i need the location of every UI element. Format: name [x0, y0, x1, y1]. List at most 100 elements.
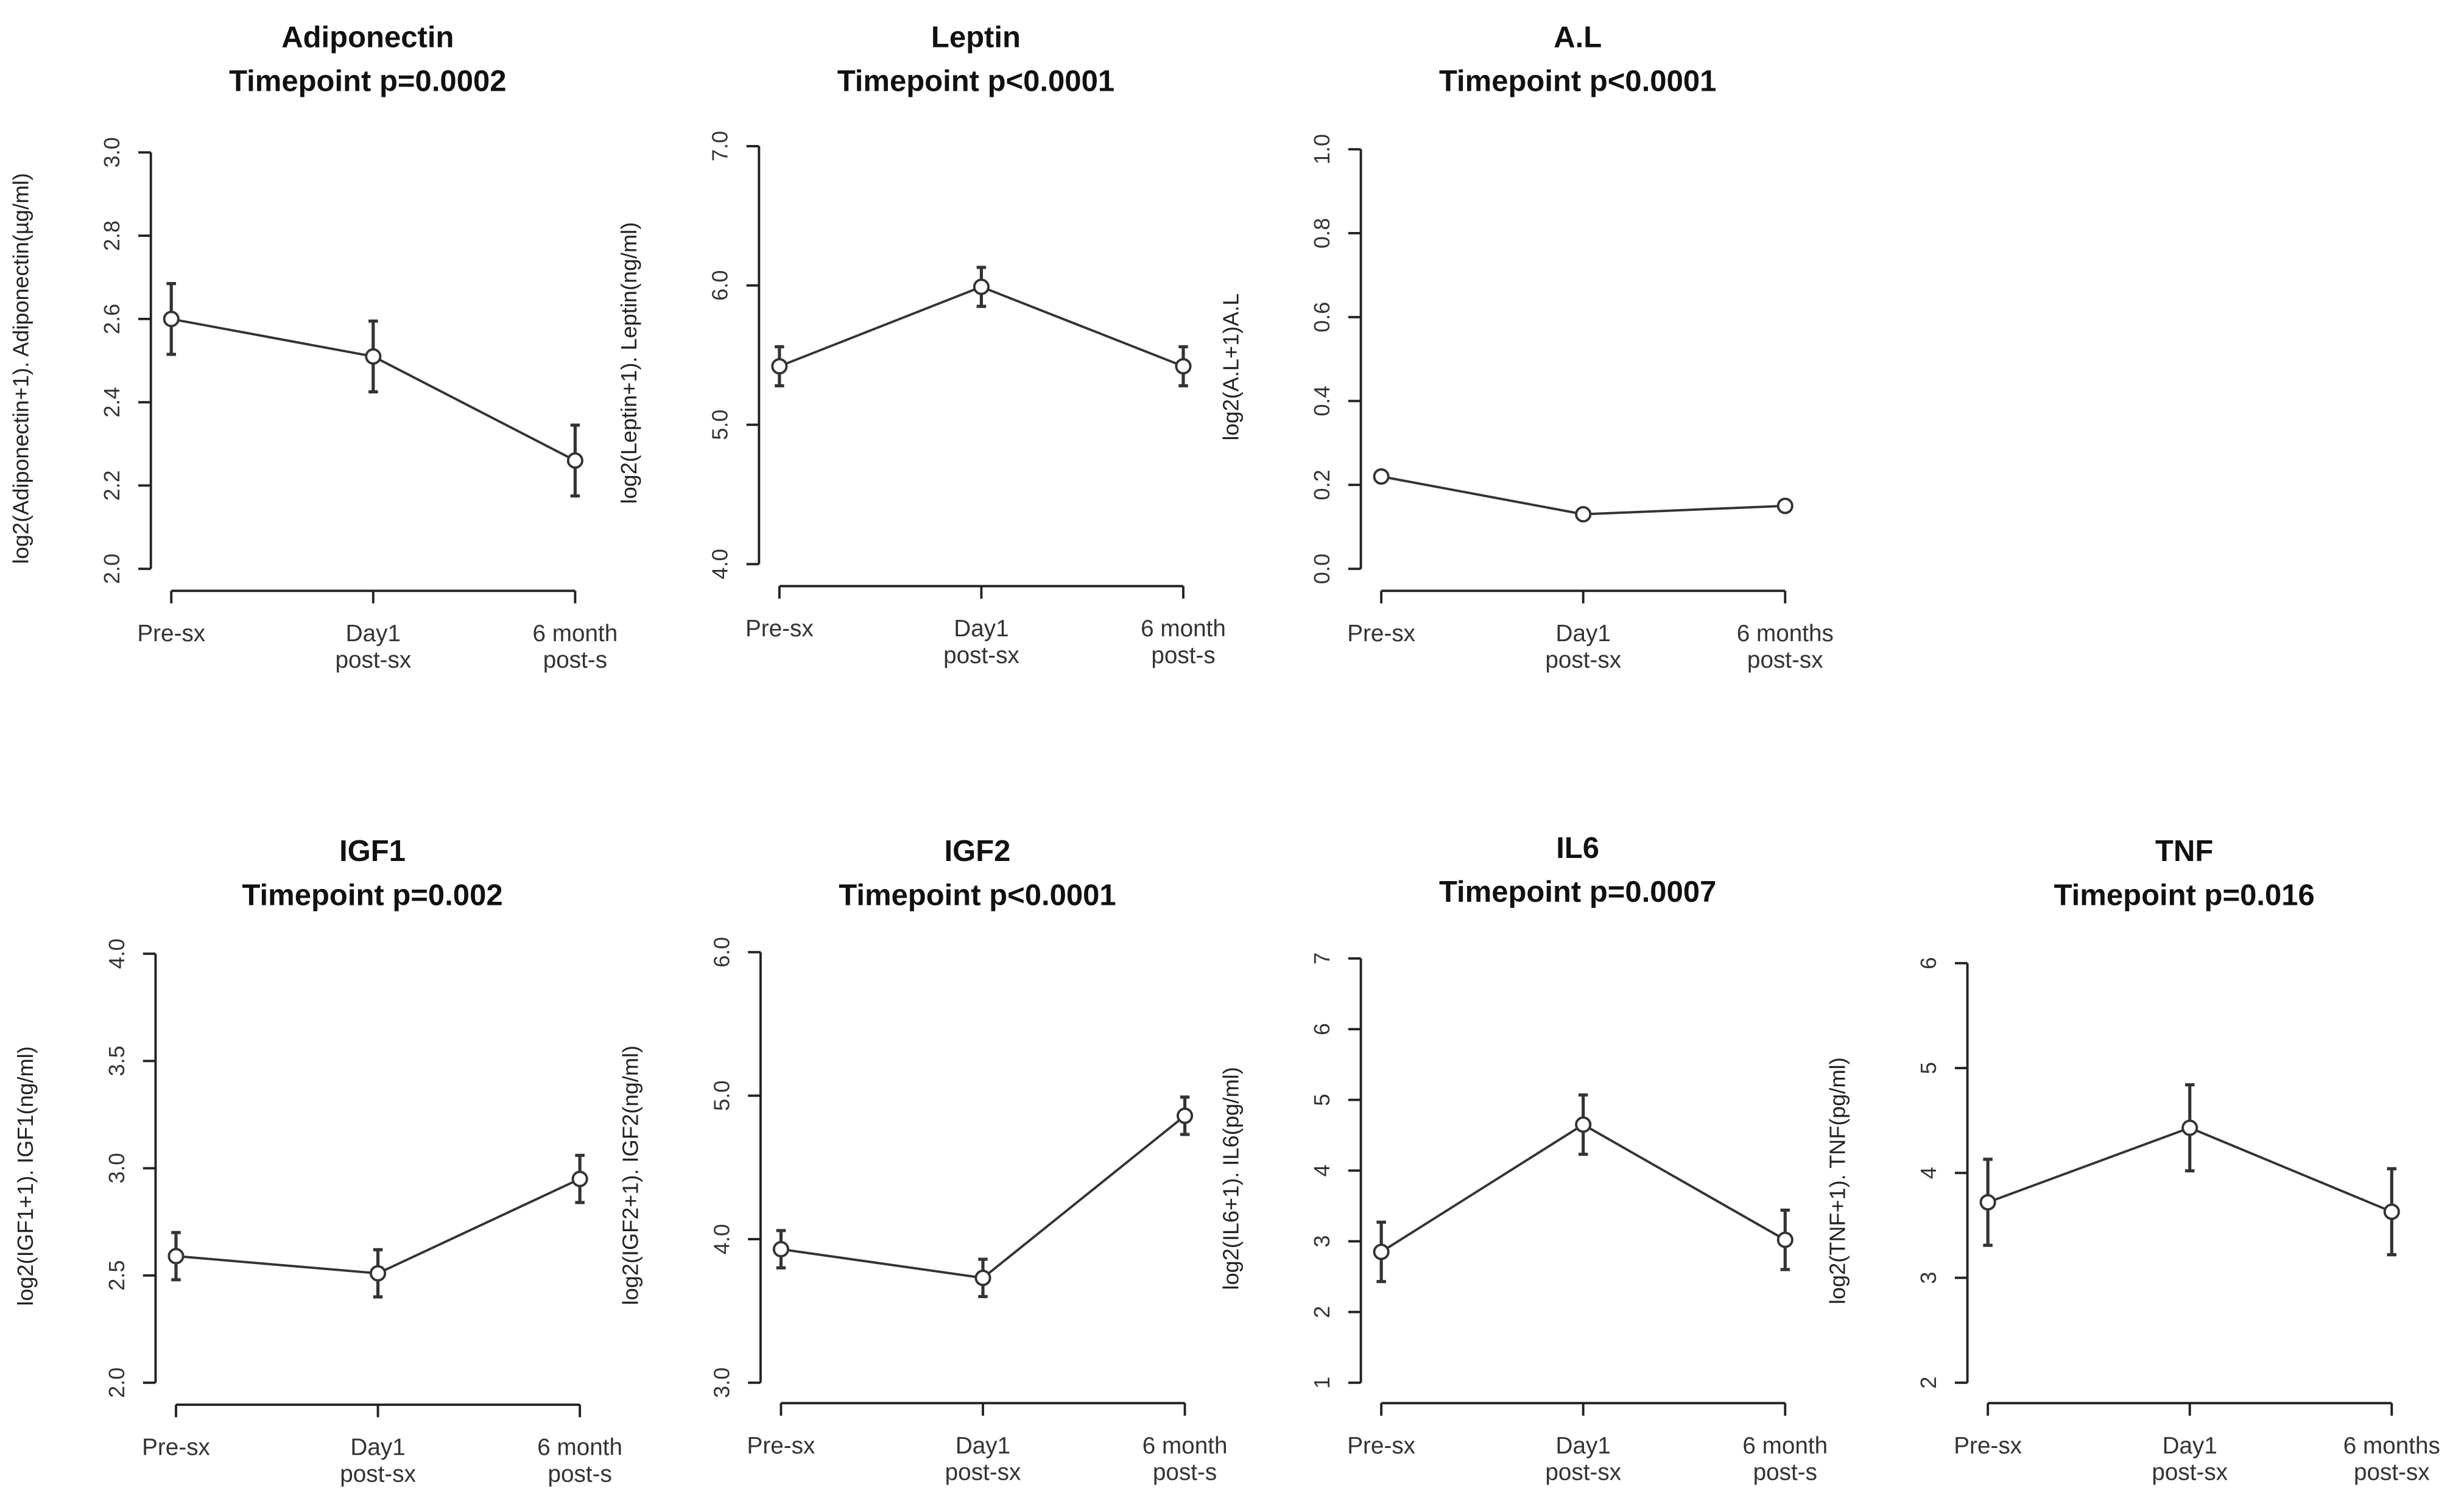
x-tick-label: 6 month — [533, 620, 618, 647]
data-point — [2181, 1119, 2198, 1136]
y-tick-label: 5.0 — [708, 409, 733, 440]
y-tick-label: 2.8 — [99, 220, 124, 251]
x-tick-label: Day1 — [954, 616, 1008, 642]
x-tick-label: post-sx — [943, 642, 1019, 669]
y-tick-label: 0.4 — [1309, 385, 1334, 416]
x-tick-label: Day1 — [1556, 1433, 1611, 1459]
panel: IGF2 Timepoint p<0.0001 3.0 4.0 5.0 6.0 log2(I… — [618, 835, 1228, 1486]
panel: A.L Timepoint p<0.0001 0.0 0.2 0.4 0.6 0.8 1.0 l… — [1218, 21, 1834, 673]
x-tick-label: post-sx — [2152, 1460, 2228, 1486]
x-tick-label: post-s — [1153, 1460, 1217, 1486]
data-point — [1373, 1243, 1390, 1260]
y-axis-label: log2(Leptin+1). Leptin(ng/ml) — [616, 222, 641, 504]
y-tick-label: 2.4 — [99, 387, 124, 418]
y-tick-label: 6 — [1916, 957, 1941, 969]
data-point — [167, 1248, 185, 1265]
chart-subtitle: Timepoint p=0.016 — [2054, 879, 2315, 912]
chart-title: Leptin — [931, 21, 1021, 54]
y-tick-label: 4.0 — [104, 938, 129, 969]
y-tick-label: 4 — [1309, 1164, 1334, 1176]
chart-subtitle: Timepoint p=0.002 — [242, 879, 502, 912]
x-tick-label: post-sx — [2354, 1460, 2430, 1486]
x-tick-label: post-s — [1753, 1460, 1817, 1486]
y-tick-label: 2 — [1309, 1306, 1334, 1318]
panel: IGF1 Timepoint p=0.002 2.0 2.5 3.0 3.5 4.0 log2… — [13, 835, 622, 1487]
y-axis-label: log2(IL6+1). IL6(pg/ml) — [1218, 1067, 1243, 1290]
x-tick-label: Day1 — [350, 1434, 405, 1460]
chart-subtitle: Timepoint p<0.0001 — [839, 879, 1116, 912]
y-tick-label: 6 — [1309, 1023, 1334, 1035]
x-tick-label: 6 month — [1142, 1433, 1228, 1459]
y-tick-label: 0.0 — [1309, 553, 1334, 584]
x-tick-label: Day1 — [1556, 620, 1611, 647]
x-tick-label: Pre-sx — [1347, 1433, 1415, 1459]
y-tick-label: 5 — [1309, 1094, 1334, 1106]
chart-title: A.L — [1554, 21, 1602, 54]
y-tick-label: 6.0 — [709, 937, 734, 968]
panel: IL6 Timepoint p=0.0007 1 2 3 4 5 6 7 log2(IL6+1).… — [1218, 832, 1828, 1486]
x-tick-label: post-sx — [1545, 647, 1621, 673]
y-tick-label: 3.5 — [104, 1045, 129, 1076]
x-tick-label: Pre-sx — [745, 616, 814, 642]
y-tick-label: 0.8 — [1309, 218, 1334, 248]
y-tick-label: 5 — [1916, 1062, 1941, 1074]
data-point — [1979, 1193, 1996, 1211]
y-tick-label: 2.6 — [99, 304, 124, 334]
y-tick-label: 2.2 — [99, 470, 124, 501]
data-line — [781, 1114, 1186, 1279]
data-point — [1575, 1116, 1592, 1133]
x-tick-label: post-sx — [340, 1461, 416, 1487]
x-tick-label: Pre-sx — [137, 620, 205, 647]
y-tick-label: 7 — [1309, 952, 1334, 965]
data-point — [973, 278, 990, 295]
y-tick-label: 4.0 — [708, 549, 733, 579]
y-axis-label: log2(A.L+1)A.L — [1218, 293, 1243, 441]
x-tick-label: post-sx — [1747, 647, 1823, 673]
data-point — [365, 348, 382, 365]
y-tick-label: 3.0 — [104, 1153, 129, 1183]
data-point — [370, 1265, 387, 1282]
chart-title: IGF2 — [945, 835, 1011, 868]
x-tick-label: 6 months — [1737, 620, 1834, 647]
x-tick-label: post-s — [1151, 642, 1215, 669]
y-tick-label: 5.0 — [709, 1080, 734, 1111]
x-tick-label: 6 month — [1742, 1433, 1828, 1459]
x-tick-label: 6 month — [537, 1434, 622, 1460]
y-tick-label: 0.6 — [1309, 302, 1334, 332]
y-tick-label: 7.0 — [708, 131, 733, 161]
y-tick-label: 4.0 — [709, 1224, 734, 1254]
x-tick-label: post-sx — [945, 1460, 1021, 1486]
y-tick-label: 4 — [1916, 1167, 1941, 1179]
y-tick-label: 0.2 — [1309, 469, 1334, 500]
y-tick-label: 2.0 — [104, 1368, 129, 1398]
data-point — [1177, 1107, 1194, 1124]
chart-title: IGF1 — [339, 835, 406, 868]
y-axis-label: log2(TNF+1). TNF(pg/ml) — [1825, 1057, 1850, 1304]
data-point — [1175, 357, 1192, 375]
data-point — [2383, 1203, 2400, 1220]
x-tick-label: Pre-sx — [1347, 620, 1415, 647]
y-tick-label: 3 — [1309, 1235, 1334, 1247]
data-point — [771, 357, 788, 375]
x-tick-label: Pre-sx — [747, 1433, 815, 1459]
data-point — [1373, 468, 1390, 485]
chart-subtitle: Timepoint p<0.0001 — [1439, 65, 1716, 98]
data-point — [1776, 1231, 1793, 1248]
y-tick-label: 3.0 — [709, 1368, 734, 1398]
x-tick-label: post-s — [547, 1461, 611, 1487]
y-tick-label: 1 — [1309, 1377, 1334, 1389]
y-tick-label: 2.5 — [104, 1260, 129, 1291]
y-axis-label: log2(Adiponectin+1). Adiponectin(µg/ml) — [8, 173, 33, 564]
data-point — [1776, 497, 1793, 515]
chart-title: Adiponectin — [281, 21, 454, 54]
x-tick-label: post-sx — [335, 647, 411, 673]
data-point — [163, 311, 180, 328]
data-point — [571, 1170, 588, 1187]
x-tick-label: Day1 — [346, 620, 401, 647]
data-point — [772, 1241, 789, 1258]
panel: TNF Timepoint p=0.016 2 3 4 5 6 log2(TNF+1). TN… — [1825, 835, 2440, 1486]
x-tick-label: post-sx — [1545, 1460, 1621, 1486]
chart-title: TNF — [2155, 835, 2213, 868]
y-tick-label: 3.0 — [99, 137, 124, 167]
